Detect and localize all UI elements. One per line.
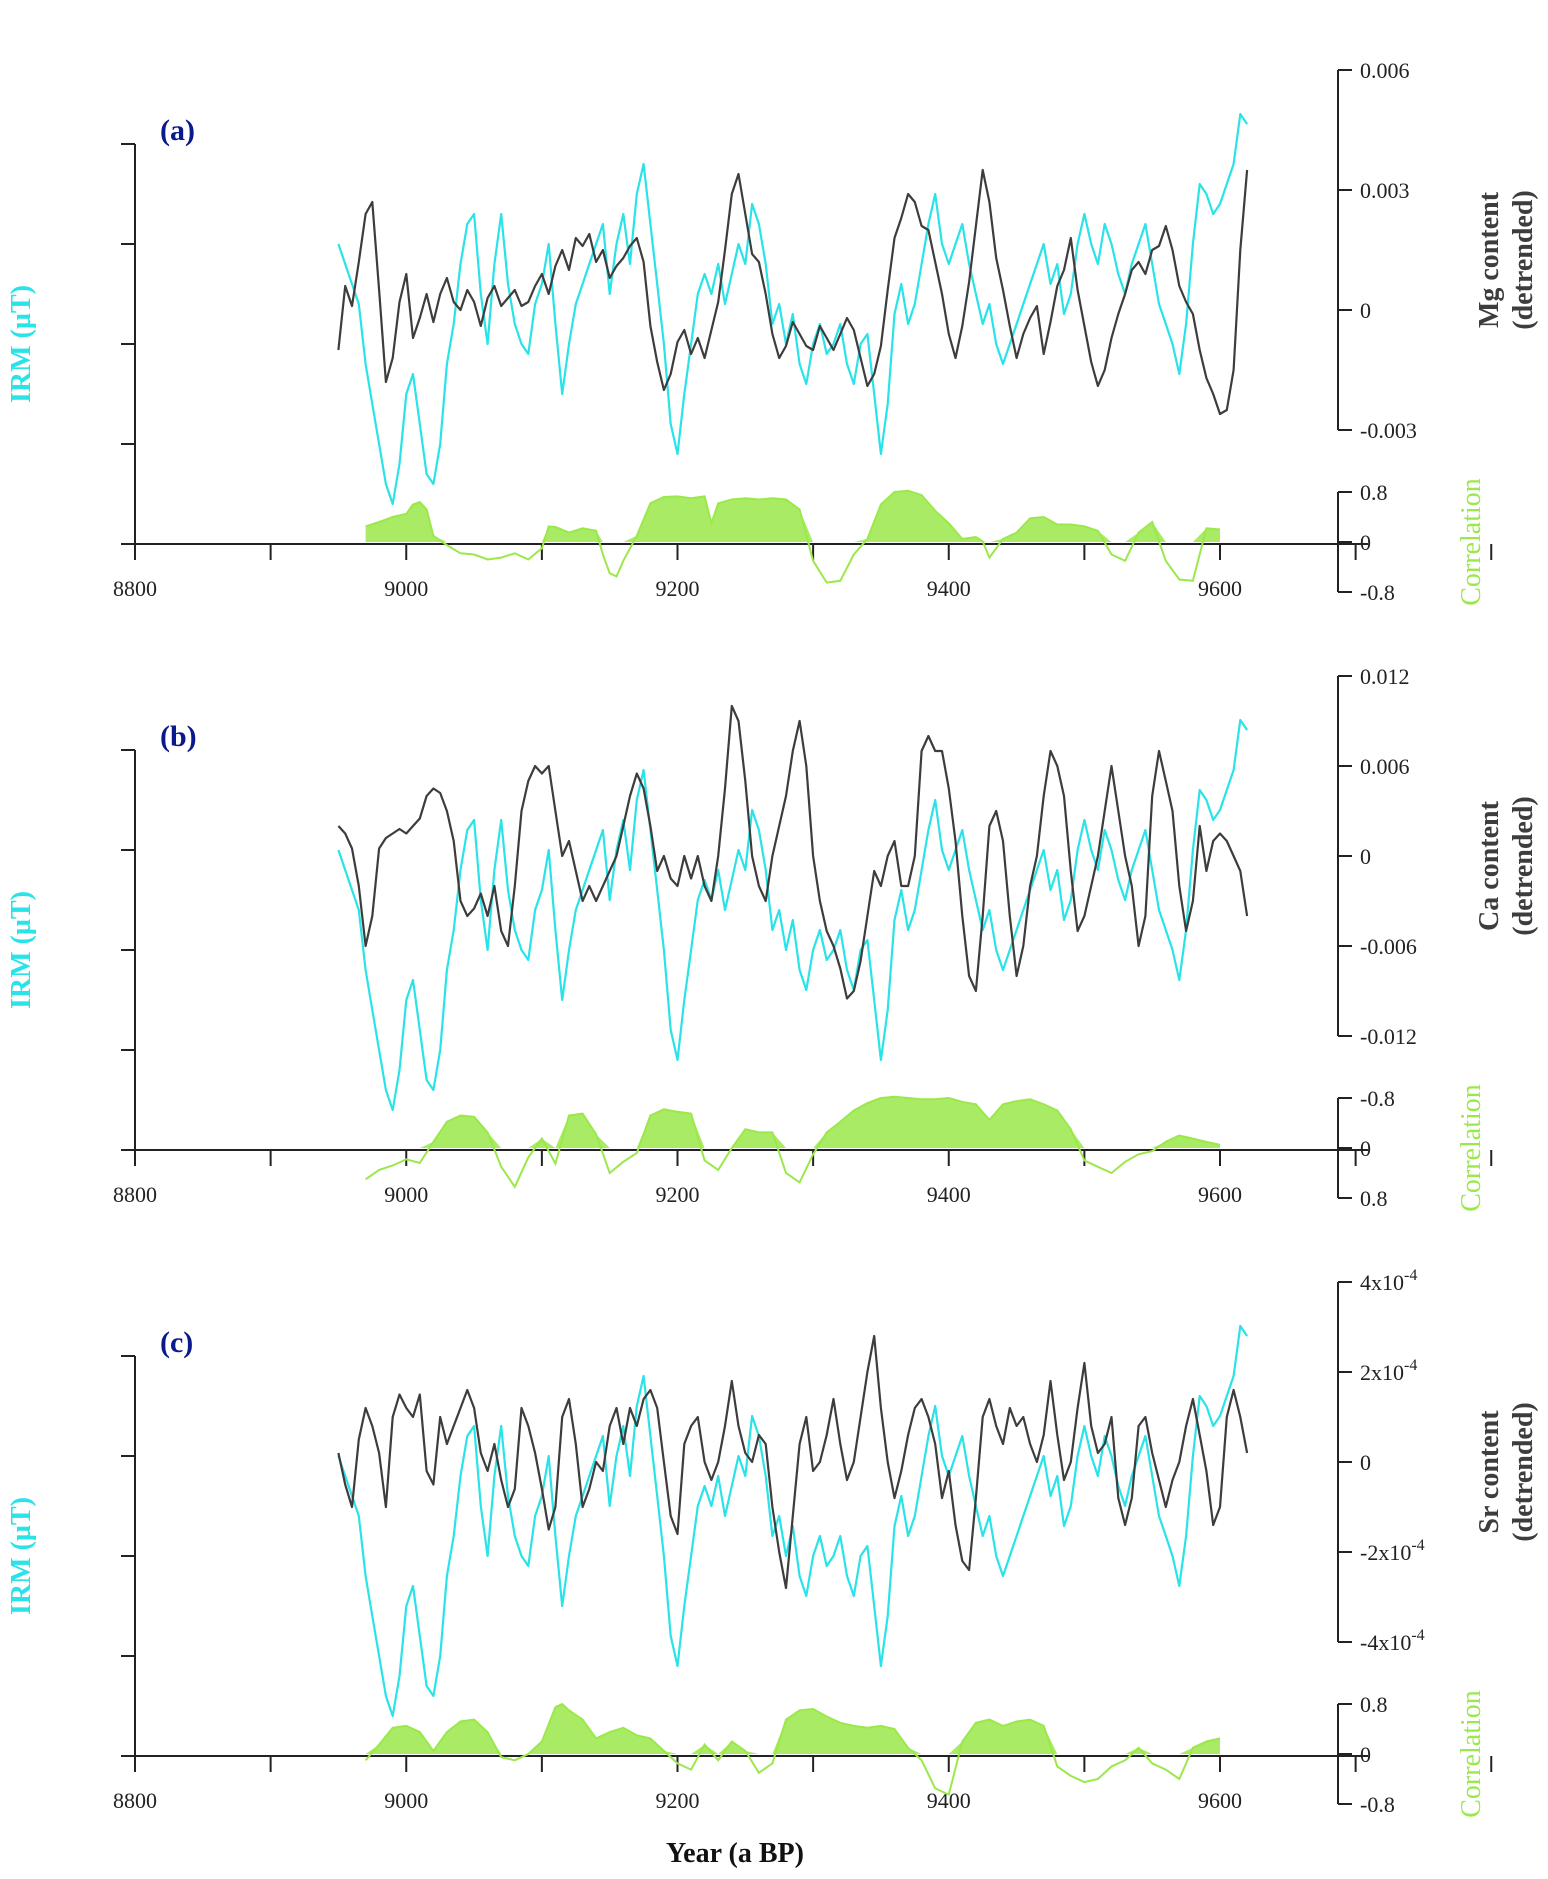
right-tick-exponent: -4 (1404, 1357, 1417, 1374)
panel-b: 0.012 0.006 0 -0.006 -0.012 -0.8 0 0.8 8800 9000 9… (6, 664, 1539, 1212)
left-axis-label: IRM (µT) (6, 891, 37, 1009)
x-tick-label: 8800 (113, 576, 157, 601)
correlation-axis-label: Correlation (1456, 1084, 1487, 1212)
corr-tick-label: 0 (1360, 1136, 1371, 1161)
element-series-line (337, 704, 1249, 1000)
right-tick-exponent: -4 (1404, 1267, 1417, 1284)
right-axis-label-line1: Mg content (1474, 191, 1505, 328)
right-tick-base: -2x10 (1360, 1540, 1411, 1565)
correlation-line (364, 1702, 1221, 1797)
x-tick-label: 9600 (1198, 576, 1242, 601)
panel-label: (a) (160, 114, 195, 147)
right-tick-label: 0.006 (1360, 58, 1410, 83)
right-tick-label: -0.003 (1360, 418, 1417, 443)
left-axis-label: IRM (µT) (6, 1497, 37, 1615)
right-tick-label: 2x10-4 (1360, 1357, 1417, 1385)
left-axis-label: IRM (µT) (6, 285, 37, 403)
x-tick-label: 9000 (384, 1182, 428, 1207)
irm-series-line (337, 112, 1249, 506)
correlation-fill (365, 490, 1221, 542)
corr-tick-label: 0.8 (1360, 480, 1388, 505)
right-tick-base: 2x10 (1360, 1360, 1404, 1385)
x-tick-label: 9400 (927, 576, 971, 601)
right-tick-base: 0 (1360, 1450, 1371, 1475)
x-tick-label: 9600 (1198, 1788, 1242, 1813)
correlation-fill (365, 1096, 1221, 1148)
x-tick-label: 8800 (113, 1182, 157, 1207)
panel-label: (b) (160, 720, 197, 753)
right-tick-exponent: -4 (1411, 1537, 1424, 1554)
right-tick-label: 0 (1360, 1450, 1371, 1475)
x-axis-title: Year (a BP) (666, 1838, 804, 1869)
correlation-fill (365, 1704, 1221, 1754)
element-series-line (337, 1334, 1249, 1590)
right-axis-label-line2: (detrended) (1508, 796, 1539, 935)
right-axis-label-line1: Sr content (1474, 1410, 1505, 1534)
right-tick-label: -0.012 (1360, 1024, 1417, 1049)
x-tick-label: 9400 (927, 1182, 971, 1207)
x-tick-label: 9200 (656, 1788, 700, 1813)
correlation-axis-label: Correlation (1456, 478, 1487, 606)
panel-a: 0.006 0.003 0 -0.003 0.8 0 -0.8 8800 9000 9200 940… (6, 58, 1539, 606)
corr-tick-label: 0.8 (1360, 1692, 1388, 1717)
corr-tick-label: 0 (1360, 530, 1371, 555)
corr-tick-label: 0 (1360, 1742, 1371, 1767)
right-tick-label: 0.003 (1360, 178, 1410, 203)
panel-label: (c) (160, 1326, 193, 1359)
x-tick-label: 9600 (1198, 1182, 1242, 1207)
correlation-axis-label: Correlation (1456, 1690, 1487, 1818)
right-axis-label-line2: (detrended) (1508, 190, 1539, 329)
right-tick-exponent: -4 (1411, 1627, 1424, 1644)
x-tick-label: 9200 (656, 1182, 700, 1207)
corr-tick-label: -0.8 (1360, 1792, 1395, 1817)
correlation-line (365, 489, 1221, 584)
corr-tick-label: -0.8 (1360, 1086, 1395, 1111)
right-axis-label-line2: (detrended) (1508, 1402, 1539, 1541)
correlation-line (365, 1095, 1221, 1189)
right-tick-label: -4x10-4 (1360, 1627, 1425, 1655)
right-tick-label: 0 (1360, 298, 1371, 323)
right-tick-label: 0.012 (1360, 664, 1410, 689)
element-series-line (337, 168, 1249, 416)
right-axis-label-line1: Ca content (1474, 800, 1505, 931)
right-tick-label: -0.006 (1360, 934, 1417, 959)
right-tick-base: 4x10 (1360, 1270, 1404, 1295)
corr-tick-label: -0.8 (1360, 580, 1395, 605)
x-tick-label: 9000 (384, 1788, 428, 1813)
right-tick-label: -2x10-4 (1360, 1537, 1425, 1565)
x-tick-label: 9000 (384, 576, 428, 601)
corr-tick-label: 0.8 (1360, 1186, 1388, 1211)
irm-series-line (337, 718, 1249, 1112)
right-tick-label: 0.006 (1360, 754, 1410, 779)
x-tick-label: 9200 (656, 576, 700, 601)
right-tick-base: -4x10 (1360, 1630, 1411, 1655)
x-tick-label: 8800 (113, 1788, 157, 1813)
right-tick-label: 0 (1360, 844, 1371, 869)
right-tick-label: 4x10-4 (1360, 1267, 1417, 1295)
